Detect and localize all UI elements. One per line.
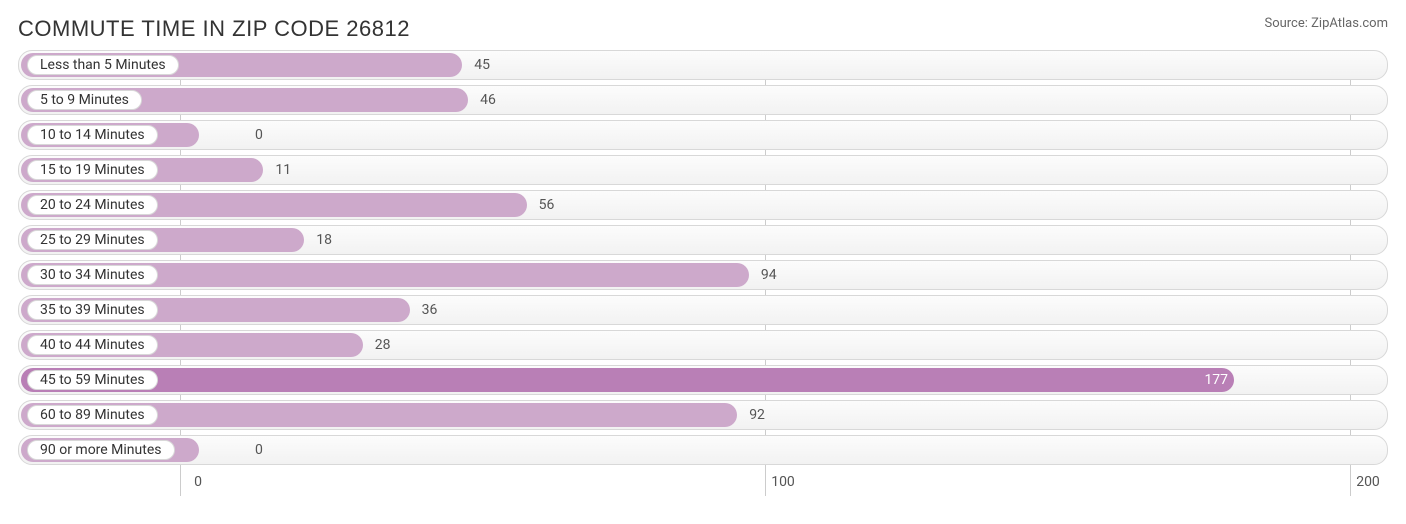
bar-label: 90 or more Minutes: [27, 440, 175, 460]
bar-value: 11: [267, 156, 299, 184]
axis-tick: 0: [194, 474, 202, 490]
bar-label: 30 to 34 Minutes: [27, 265, 158, 285]
bar-row: 90 or more Minutes 0: [18, 435, 1388, 465]
bar-value: 0: [247, 436, 271, 464]
bar-label: Less than 5 Minutes: [27, 55, 179, 75]
bar-row: 30 to 34 Minutes 94: [18, 260, 1388, 290]
bar-row: 35 to 39 Minutes 36: [18, 295, 1388, 325]
bar-value: 56: [531, 191, 563, 219]
bar-value: 18: [308, 226, 340, 254]
bar-label: 10 to 14 Minutes: [27, 125, 158, 145]
bar-value: 46: [472, 86, 504, 114]
bar-rows: Less than 5 Minutes 45 5 to 9 Minutes 46 10 …: [18, 50, 1388, 465]
bar-value: 94: [753, 261, 785, 289]
bar-row: 45 to 59 Minutes 177: [18, 365, 1388, 395]
bar-value: 92: [741, 401, 773, 429]
bar-label: 60 to 89 Minutes: [27, 405, 158, 425]
source-attribution: Source: ZipAtlas.com: [1264, 16, 1388, 31]
bar-label: 40 to 44 Minutes: [27, 335, 158, 355]
bar-label: 45 to 59 Minutes: [27, 370, 158, 390]
bar-value: 28: [367, 331, 399, 359]
bar-label: 35 to 39 Minutes: [27, 300, 158, 320]
bar-row: 40 to 44 Minutes 28: [18, 330, 1388, 360]
bar-row: 10 to 14 Minutes 0: [18, 120, 1388, 150]
axis-tick: 200: [1356, 474, 1380, 490]
x-axis: 0 100 200: [18, 470, 1388, 494]
bar-row: 25 to 29 Minutes 18: [18, 225, 1388, 255]
bar-value: 177: [1196, 366, 1236, 394]
bar-row: 5 to 9 Minutes 46: [18, 85, 1388, 115]
bar-label: 20 to 24 Minutes: [27, 195, 158, 215]
bar-value: 36: [414, 296, 446, 324]
bar-row: 60 to 89 Minutes 92: [18, 400, 1388, 430]
bar-label: 25 to 29 Minutes: [27, 230, 158, 250]
bar-row: Less than 5 Minutes 45: [18, 50, 1388, 80]
bar-label: 15 to 19 Minutes: [27, 160, 158, 180]
bar-row: 20 to 24 Minutes 56: [18, 190, 1388, 220]
bar-fill: [21, 368, 1234, 392]
bar-label: 5 to 9 Minutes: [27, 90, 142, 110]
chart-title: COMMUTE TIME IN ZIP CODE 26812: [18, 16, 410, 42]
chart-area: Less than 5 Minutes 45 5 to 9 Minutes 46 10 …: [0, 50, 1406, 524]
bar-value: 0: [247, 121, 271, 149]
bar-row: 15 to 19 Minutes 11: [18, 155, 1388, 185]
axis-tick: 100: [771, 474, 795, 490]
bar-value: 45: [466, 51, 498, 79]
